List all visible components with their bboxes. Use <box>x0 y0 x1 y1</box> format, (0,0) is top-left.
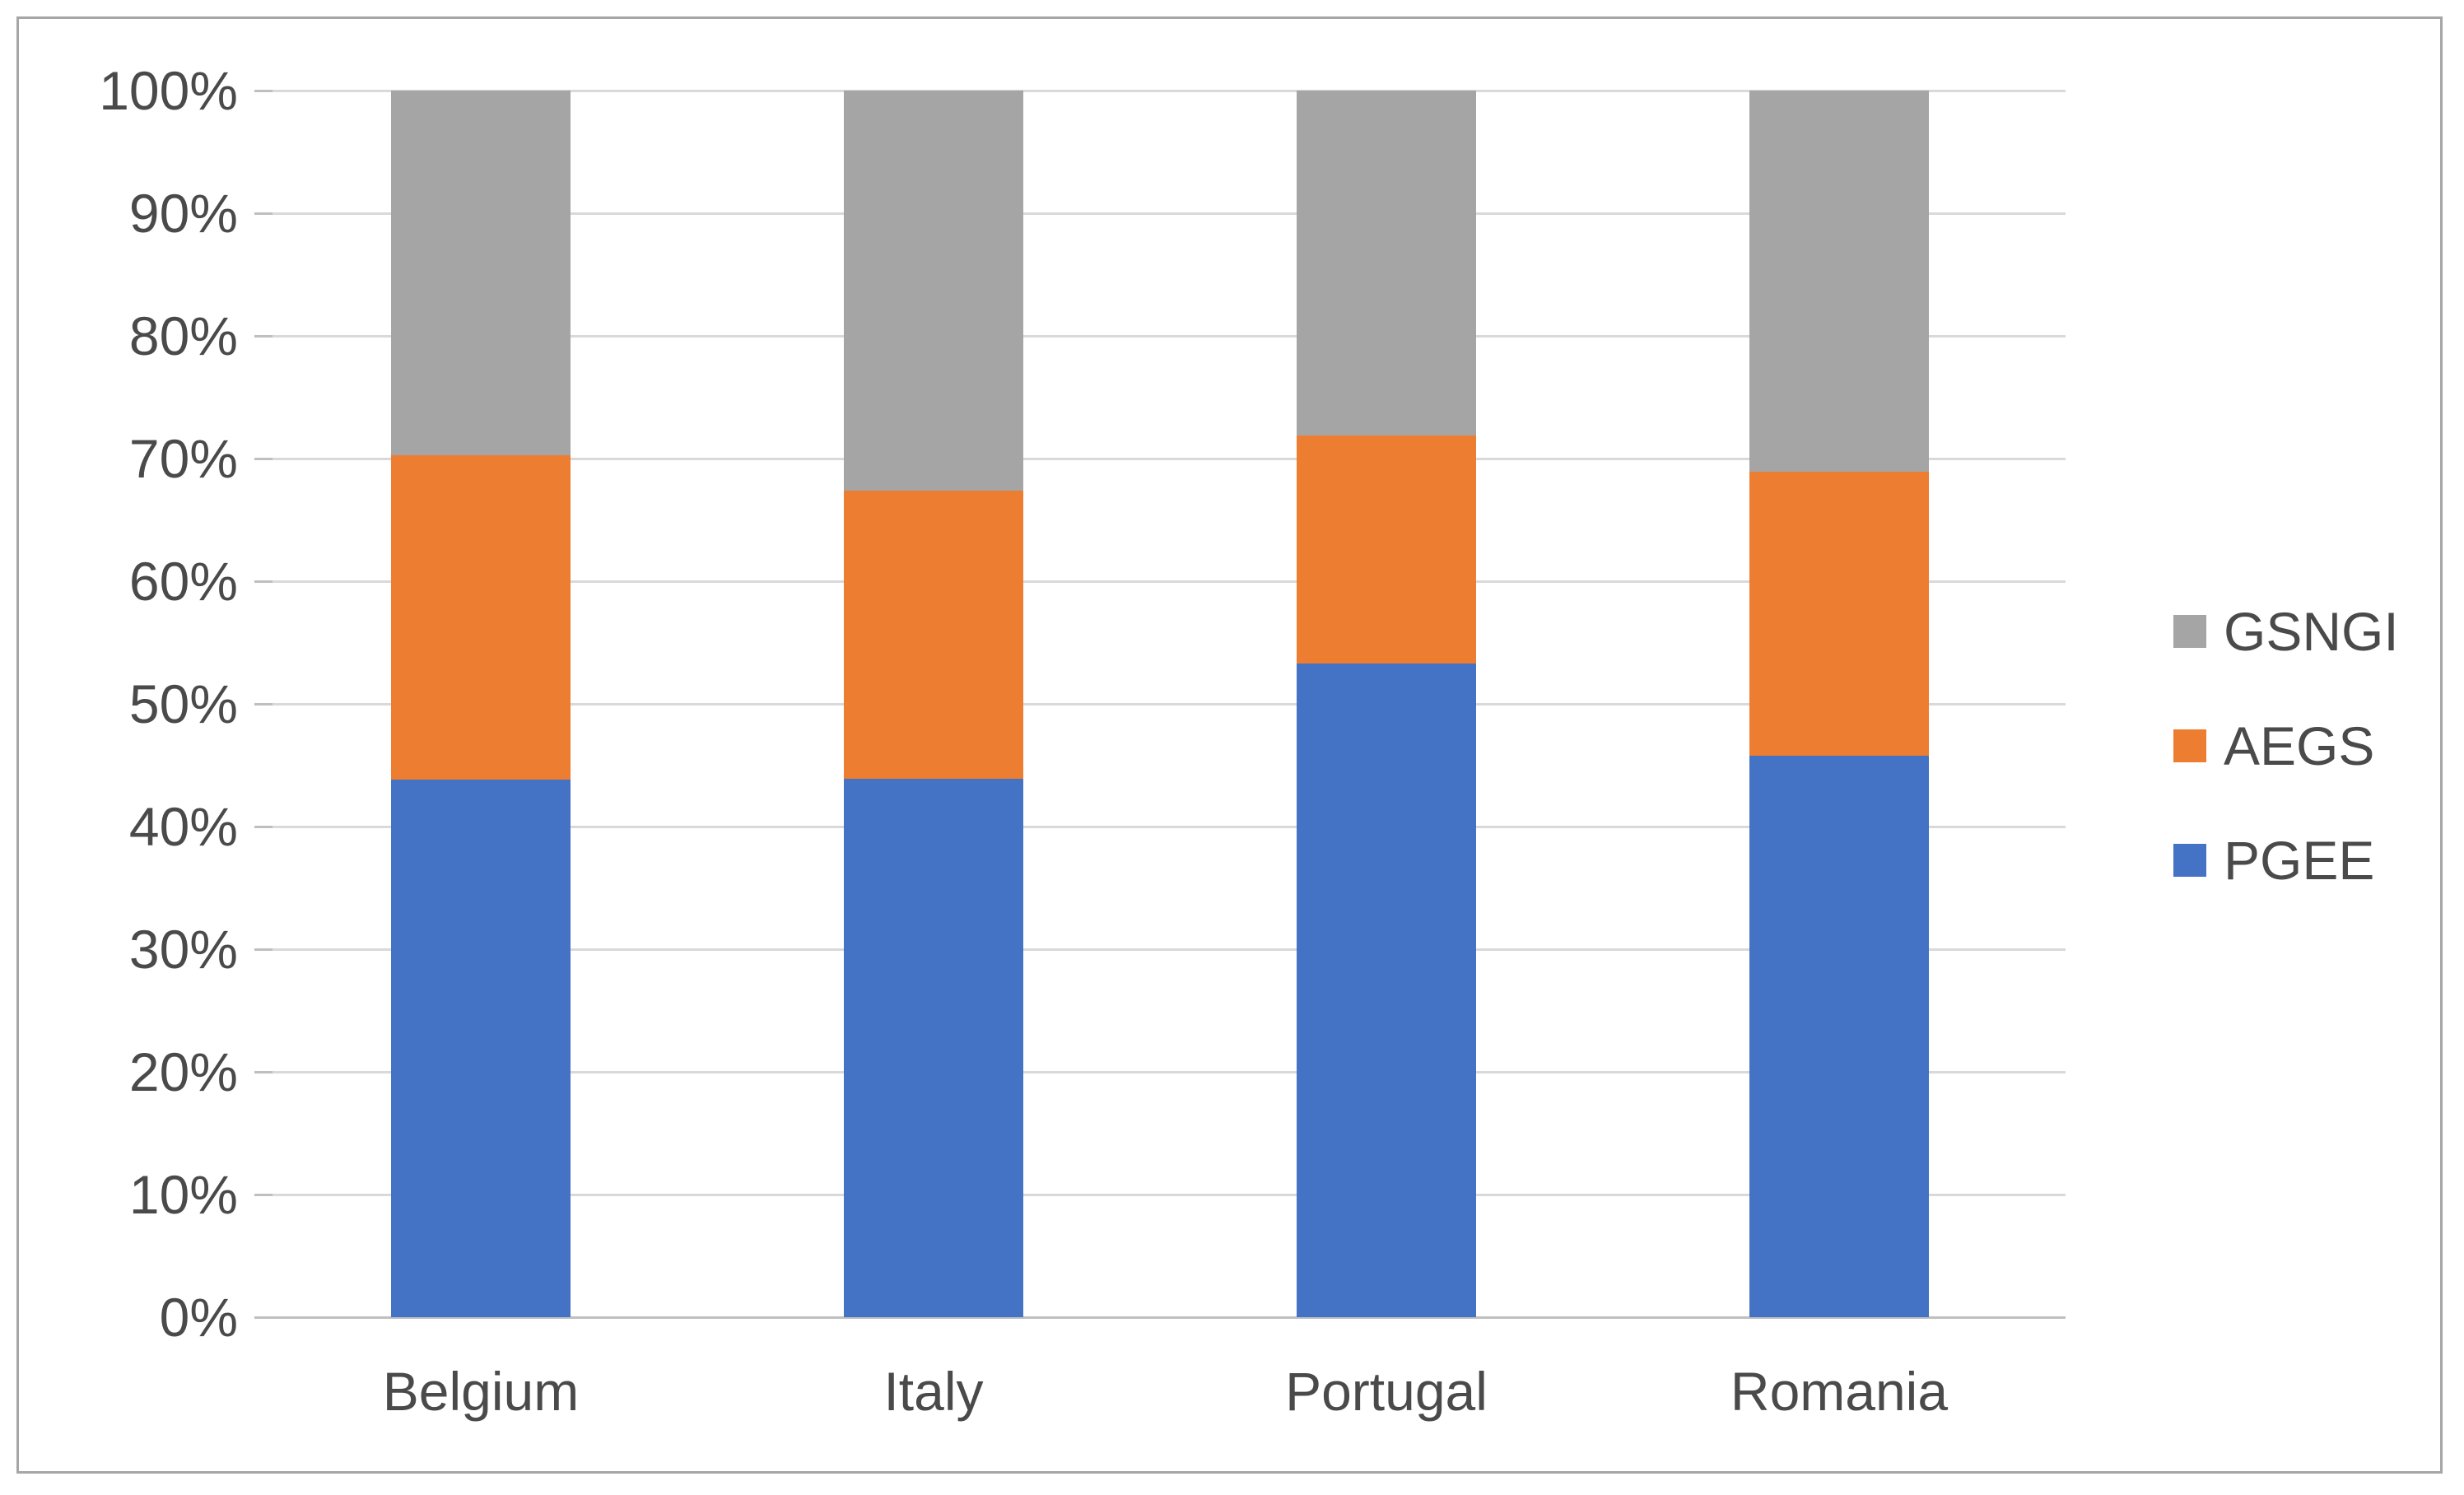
bar-segment-aegs <box>391 454 571 780</box>
chart-frame: GSNGI AEGS PGEE 0% 10% 20% 30% 40% 50% 60% 70% 80%… <box>16 16 2443 1474</box>
y-axis-tick-label: 90% <box>128 183 238 244</box>
gridline <box>254 212 2066 215</box>
gridline <box>254 1316 2066 1319</box>
y-axis-tick <box>254 90 272 92</box>
x-axis-category-label: Portugal <box>1285 1361 1488 1422</box>
y-axis-tick-label: 30% <box>128 919 238 980</box>
x-axis-category-label: Romania <box>1730 1361 1949 1422</box>
y-axis-tick-label: 20% <box>128 1041 238 1102</box>
legend-swatch-pgee-icon <box>2173 844 2206 877</box>
bar-italy <box>844 91 1023 1317</box>
bar-segment-aegs <box>1297 435 1476 664</box>
legend-item-aegs: AEGS <box>2173 719 2399 773</box>
bar-segment-pgee <box>391 780 571 1317</box>
y-axis-tick <box>254 703 272 706</box>
y-axis-tick <box>254 1194 272 1196</box>
y-axis-tick <box>254 1071 272 1074</box>
y-axis-tick <box>254 1316 272 1319</box>
x-axis-category-label: Belgium <box>382 1361 580 1422</box>
y-axis-tick-label: 60% <box>128 551 238 612</box>
bar-segment-gsngi <box>1297 91 1476 435</box>
gridline <box>254 335 2066 338</box>
bar-segment-gsngi <box>391 91 571 455</box>
y-axis-tick <box>254 580 272 583</box>
y-axis-tick-label: 10% <box>128 1164 238 1225</box>
legend-swatch-gsngi-icon <box>2173 615 2206 648</box>
y-axis-tick <box>254 948 272 951</box>
legend-swatch-aegs-icon <box>2173 729 2206 762</box>
y-axis-tick-label: 100% <box>99 60 238 121</box>
bar-segment-pgee <box>1297 663 1476 1317</box>
legend-label: GSNGI <box>2224 601 2399 662</box>
legend-label: AEGS <box>2224 715 2375 776</box>
y-axis-tick-label: 50% <box>128 673 238 734</box>
bar-segment-gsngi <box>1749 91 1929 473</box>
y-axis-tick <box>254 212 272 215</box>
y-axis-tick <box>254 335 272 338</box>
gridline <box>254 1071 2066 1074</box>
y-axis-tick-label: 70% <box>128 428 238 489</box>
y-axis-tick-label: 0% <box>159 1287 238 1348</box>
bar-segment-gsngi <box>844 91 1023 491</box>
gridline <box>254 948 2066 951</box>
legend-label: PGEE <box>2224 830 2375 891</box>
y-axis-tick <box>254 458 272 460</box>
bar-portugal <box>1297 91 1476 1317</box>
bar-segment-aegs <box>844 490 1023 779</box>
legend: GSNGI AEGS PGEE <box>2173 604 2399 954</box>
legend-item-pgee: PGEE <box>2173 833 2399 887</box>
gridline <box>254 90 2066 92</box>
y-axis-tick-label: 40% <box>128 796 238 857</box>
bar-segment-pgee <box>1749 755 1929 1317</box>
gridline <box>254 580 2066 583</box>
gridline <box>254 1194 2066 1196</box>
gridline <box>254 458 2066 460</box>
gridline <box>254 703 2066 706</box>
bar-belgium <box>391 91 571 1317</box>
y-axis-tick <box>254 826 272 828</box>
bar-segment-pgee <box>844 778 1023 1317</box>
bar-romania <box>1749 91 1929 1317</box>
gridline <box>254 826 2066 828</box>
legend-item-gsngi: GSNGI <box>2173 604 2399 659</box>
x-axis-category-label: Italy <box>883 1361 984 1422</box>
y-axis-tick-label: 80% <box>128 305 238 366</box>
bar-segment-aegs <box>1749 472 1929 756</box>
